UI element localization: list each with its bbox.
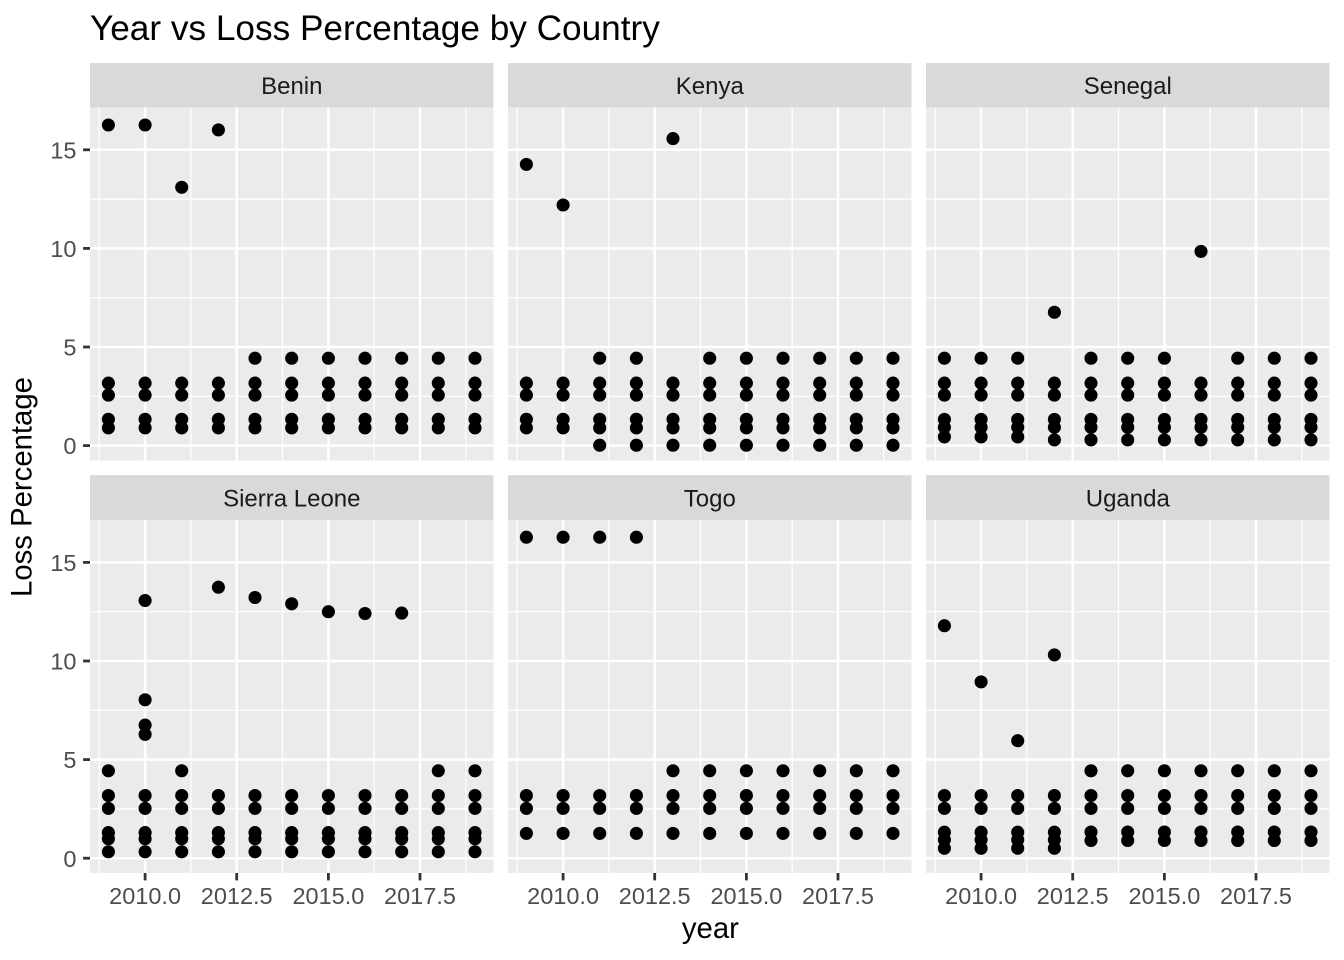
svg-text:15: 15 [50,550,76,576]
svg-text:year: year [682,912,739,945]
svg-text:Kenya: Kenya [676,73,745,100]
svg-text:2010.0: 2010.0 [527,883,599,909]
svg-text:2015.0: 2015.0 [710,883,782,909]
svg-text:15: 15 [50,137,76,163]
svg-text:2015.0: 2015.0 [292,883,364,909]
svg-text:Benin: Benin [261,73,322,100]
svg-text:2015.0: 2015.0 [1128,883,1200,909]
svg-text:2017.5: 2017.5 [384,883,456,909]
svg-text:Senegal: Senegal [1084,73,1172,100]
svg-text:2012.5: 2012.5 [201,883,273,909]
svg-text:2017.5: 2017.5 [1220,883,1292,909]
svg-text:2010.0: 2010.0 [109,883,181,909]
svg-text:2012.5: 2012.5 [619,883,691,909]
svg-text:10: 10 [50,649,76,675]
svg-text:5: 5 [63,747,76,773]
svg-text:Togo: Togo [684,486,736,513]
svg-text:Loss Percentage: Loss Percentage [6,377,39,597]
svg-text:0: 0 [63,846,76,872]
svg-text:10: 10 [50,236,76,262]
svg-text:2012.5: 2012.5 [1037,883,1109,909]
svg-text:5: 5 [63,335,76,361]
svg-text:Sierra Leone: Sierra Leone [223,486,360,513]
svg-text:Year vs Loss Percentage by Cou: Year vs Loss Percentage by Country [90,9,660,48]
svg-text:Uganda: Uganda [1086,486,1171,513]
svg-text:0: 0 [63,433,76,459]
svg-text:2010.0: 2010.0 [945,883,1017,909]
svg-text:2017.5: 2017.5 [802,883,874,909]
